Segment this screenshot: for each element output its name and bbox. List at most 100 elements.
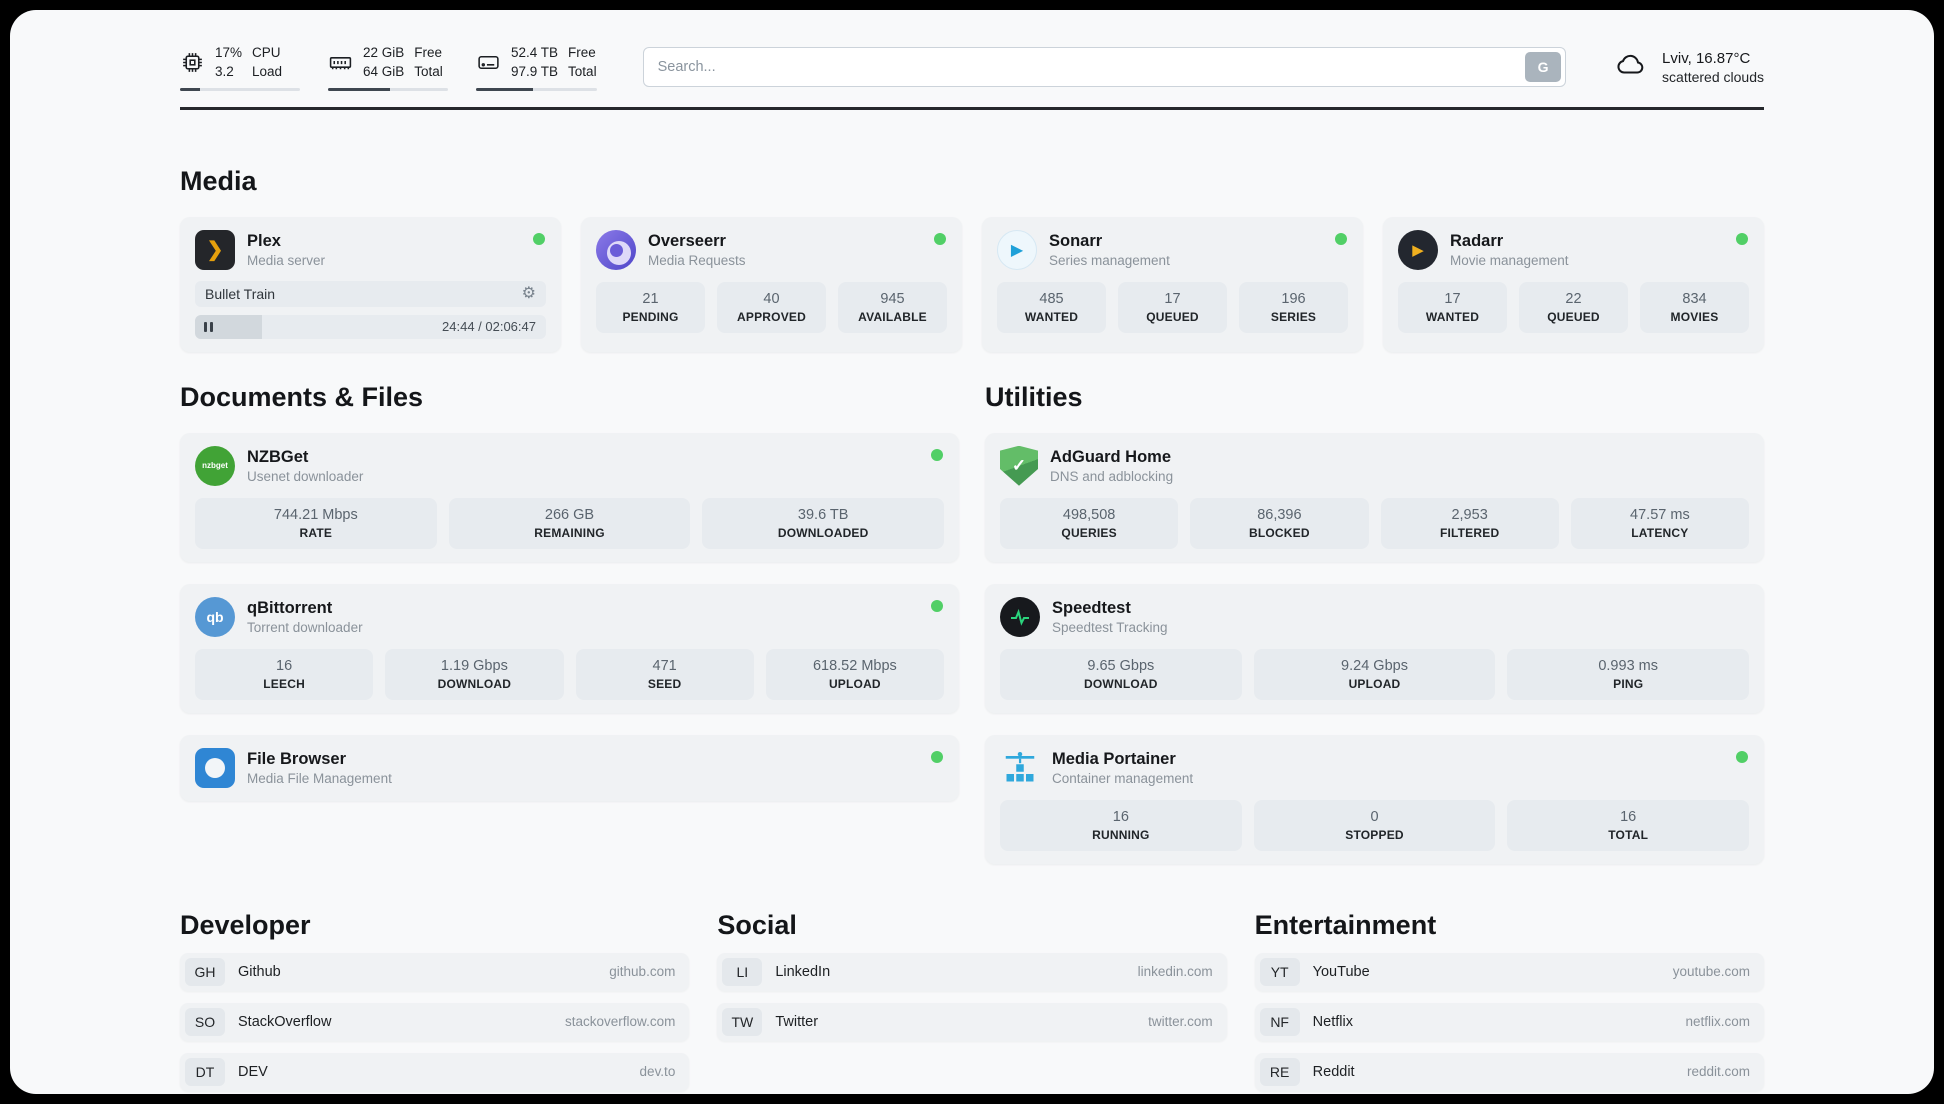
- app-subtitle: Movie management: [1450, 252, 1569, 268]
- now-playing-row: Bullet Train ⚙: [195, 280, 546, 307]
- status-online-dot: [1335, 232, 1347, 245]
- bookmark-twitter[interactable]: TW Twitter twitter.com: [717, 1002, 1227, 1041]
- status-online-dot: [931, 448, 943, 461]
- plex-icon: ❯: [195, 229, 235, 270]
- stat-download: 1.19 Gbps DOWNLOAD: [385, 648, 564, 700]
- overseerr-icon: [596, 229, 636, 270]
- bookmark-name: Twitter: [775, 1013, 819, 1030]
- section-title-documents: Documents & Files: [180, 381, 424, 412]
- app-subtitle: Usenet downloader: [247, 468, 364, 484]
- section-title-developer: Developer: [180, 909, 311, 940]
- bookmark-url: youtube.com: [1672, 964, 1750, 980]
- search-engine-button[interactable]: G: [1525, 52, 1562, 83]
- bookmark-abbr: TW: [722, 1007, 763, 1036]
- app-card-adguard: ✓ AdGuard Home DNS and adblocking 498,50…: [985, 432, 1764, 562]
- weather-condition: scattered clouds: [1662, 68, 1764, 85]
- filebrowser-icon: [195, 747, 235, 788]
- stat-upload: 9.24 Gbps UPLOAD: [1253, 648, 1496, 700]
- portainer-icon: [1000, 748, 1040, 788]
- bookmark-group-developer: Developer GH Github github.com SO StackO…: [180, 909, 690, 1091]
- bookmark-linkedin[interactable]: LI LinkedIn linkedin.com: [717, 952, 1227, 991]
- pause-icon[interactable]: [204, 321, 213, 332]
- disk-progress-bar: [476, 87, 597, 91]
- ram-progress-bar: [328, 87, 448, 91]
- app-card-sonarr: ▶ Sonarr Series management 485 WANTED 17 Q…: [982, 216, 1363, 352]
- app-subtitle: Speedtest Tracking: [1052, 619, 1168, 635]
- status-online-dot: [931, 599, 943, 612]
- cpu-load-value: 3.2: [215, 63, 234, 79]
- bookmark-group-entertainment: Entertainment YT YouTube youtube.com NF …: [1254, 909, 1764, 1091]
- stat-rate: 744.21 Mbps RATE: [195, 497, 437, 549]
- cpu-widget: 17% 3.2 CPU Load: [180, 44, 300, 91]
- app-tile-plex[interactable]: ❯ Plex Media server: [195, 229, 546, 270]
- app-tile-adguard[interactable]: ✓ AdGuard Home DNS and adblocking: [1000, 445, 1749, 486]
- cpu-load-label: Load: [252, 63, 283, 79]
- disk-free-label: Free: [568, 45, 596, 60]
- bookmark-reddit[interactable]: RE Reddit reddit.com: [1254, 1052, 1764, 1091]
- playback-progress-bar[interactable]: 24:44 / 02:06:47: [195, 314, 546, 339]
- bookmark-youtube[interactable]: YT YouTube youtube.com: [1254, 952, 1764, 991]
- bookmark-url: netflix.com: [1685, 1014, 1750, 1030]
- ram-total-value: 64 GiB: [363, 63, 405, 79]
- app-tile-overseerr[interactable]: Overseerr Media Requests: [596, 229, 947, 270]
- stat-wanted: 485 WANTED: [997, 281, 1106, 333]
- bookmark-abbr: SO: [185, 1007, 225, 1036]
- bookmark-netflix[interactable]: NF Netflix netflix.com: [1254, 1002, 1764, 1041]
- app-subtitle: Media File Management: [247, 770, 392, 786]
- app-name: NZBGet: [247, 447, 309, 466]
- bookmark-url: github.com: [609, 964, 676, 980]
- app-tile-sonarr[interactable]: ▶ Sonarr Series management: [997, 229, 1348, 270]
- app-subtitle: Series management: [1049, 252, 1170, 268]
- radarr-icon: ▶: [1398, 229, 1438, 270]
- stat-filtered: 2,953 FILTERED: [1380, 497, 1559, 549]
- app-card-portainer: Media Portainer Container management 16 R…: [985, 734, 1764, 864]
- stats-row: 17 WANTED 22 QUEUED 834 MOVIES: [1398, 281, 1749, 333]
- stats-row: 485 WANTED 17 QUEUED 196 SERIES: [997, 281, 1348, 333]
- app-tile-qbittorrent[interactable]: qb qBittorrent Torrent downloader: [195, 596, 944, 637]
- ram-total-label: Total: [414, 63, 443, 79]
- status-online-dot: [1736, 750, 1748, 763]
- cpu-value: 17%: [215, 45, 243, 60]
- stat-stopped: 0 STOPPED: [1253, 799, 1496, 851]
- app-card-qbittorrent: qb qBittorrent Torrent downloader 16 LEEC…: [180, 583, 959, 713]
- gear-icon[interactable]: ⚙: [521, 284, 536, 302]
- app-tile-radarr[interactable]: ▶ Radarr Movie management: [1398, 229, 1749, 270]
- stat-upload: 618.52 Mbps UPLOAD: [765, 648, 944, 700]
- stat-movies: 834 MOVIES: [1640, 281, 1749, 333]
- documents-column: Documents & Files nzbget NZBGet Usenet d…: [180, 382, 959, 864]
- stat-ping: 0.993 ms PING: [1507, 648, 1750, 700]
- app-tile-nzbget[interactable]: nzbget NZBGet Usenet downloader: [195, 445, 944, 486]
- stats-row: 9.65 Gbps DOWNLOAD 9.24 Gbps UPLOAD 0.993 …: [1000, 648, 1750, 700]
- disk-widget: 52.4 TB 97.9 TB Free Total: [476, 44, 597, 91]
- bookmark-name: YouTube: [1312, 963, 1370, 980]
- bookmark-abbr: NF: [1259, 1007, 1300, 1036]
- dashboard-frame: 17% 3.2 CPU Load: [10, 10, 1934, 1094]
- app-subtitle: Media server: [247, 252, 326, 268]
- middle-columns: Documents & Files nzbget NZBGet Usenet d…: [180, 382, 1764, 864]
- app-tile-speedtest[interactable]: Speedtest Speedtest Tracking: [1000, 596, 1749, 637]
- bookmark-stackoverflow[interactable]: SO StackOverflow stackoverflow.com: [180, 1002, 690, 1041]
- app-card-plex: ❯ Plex Media server Bullet Train ⚙ 24:44…: [180, 216, 561, 352]
- weather-widget: Lviv, 16.87°C scattered clouds: [1612, 50, 1764, 85]
- stat-queued: 17 QUEUED: [1118, 281, 1227, 333]
- app-subtitle: Container management: [1052, 770, 1194, 786]
- header-divider: [180, 106, 1764, 110]
- app-tile-portainer[interactable]: Media Portainer Container management: [1000, 748, 1749, 788]
- bookmark-dev[interactable]: DT DEV dev.to: [180, 1052, 690, 1091]
- stat-downloaded: 39.6 TB DOWNLOADED: [702, 497, 945, 549]
- ram-widget: 22 GiB 64 GiB Free Total: [328, 44, 448, 91]
- bookmark-github[interactable]: GH Github github.com: [180, 952, 690, 991]
- stats-row: 16 RUNNING 0 STOPPED 16 TOTAL: [1000, 799, 1750, 851]
- memory-icon: [328, 50, 353, 75]
- bookmark-abbr: RE: [1259, 1057, 1300, 1086]
- search-input[interactable]: [642, 47, 1567, 88]
- search-bar: G: [642, 47, 1567, 88]
- stat-queries: 498,508 QUERIES: [1000, 497, 1179, 549]
- app-name: Sonarr: [1049, 231, 1103, 250]
- app-tile-filebrowser[interactable]: File Browser Media File Management: [195, 747, 944, 788]
- app-card-speedtest: Speedtest Speedtest Tracking 9.65 Gbps DO…: [985, 583, 1764, 713]
- bookmark-abbr: YT: [1259, 957, 1300, 986]
- cloud-icon: [1612, 50, 1650, 85]
- section-title-entertainment: Entertainment: [1254, 909, 1437, 940]
- stats-row: 21 PENDING 40 APPROVED 945 AVAILABLE: [596, 281, 947, 333]
